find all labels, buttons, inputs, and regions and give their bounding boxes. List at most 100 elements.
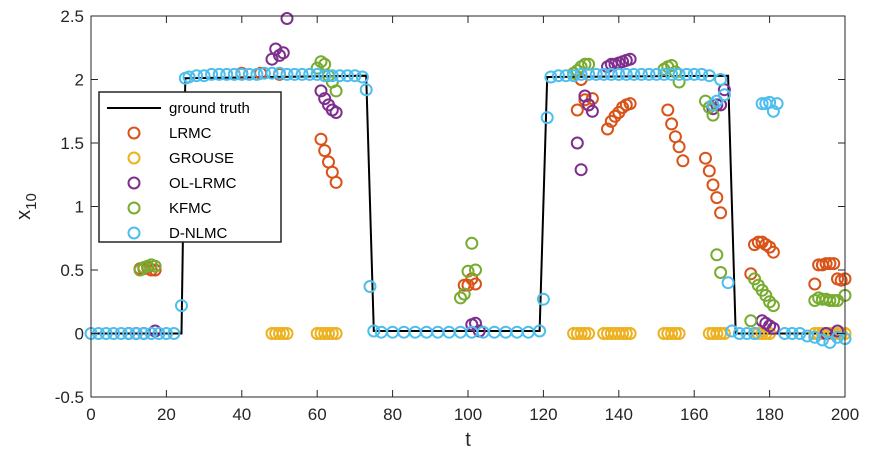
point-ol-lrmc	[570, 136, 584, 150]
point-d-nlmc	[815, 333, 829, 347]
x-tick-label: 160	[680, 405, 708, 424]
point-lrmc	[329, 175, 343, 189]
point-d-nlmc	[540, 111, 554, 125]
y-tick-label: -0.5	[55, 388, 84, 407]
point-grouse	[717, 327, 731, 340]
point-d-nlmc	[725, 324, 739, 338]
point-grouse	[582, 327, 596, 340]
axes: 0 20 40 60 80 100 120 140 160 180 200-0.500.511.52…	[55, 7, 859, 424]
point-ol-lrmc	[582, 98, 596, 112]
point-d-nlmc	[386, 325, 400, 339]
point-lrmc	[706, 178, 720, 192]
point-lrmc	[751, 235, 765, 249]
point-d-nlmc	[770, 97, 784, 111]
x-tick-label: 40	[232, 405, 251, 424]
point-kfmc	[461, 264, 475, 278]
point-d-nlmc	[137, 327, 151, 340]
point-d-nlmc	[114, 327, 128, 340]
y-tick-label: 1	[75, 198, 84, 217]
point-ol-lrmc	[766, 321, 780, 335]
y-tick-label: 2.5	[60, 7, 84, 26]
point-d-nlmc	[533, 324, 547, 338]
point-lrmc	[469, 277, 482, 291]
legend-item-lrmc: LRMC	[127, 125, 212, 142]
point-grouse	[578, 327, 592, 340]
point-lrmc	[608, 109, 622, 123]
point-grouse	[619, 327, 633, 340]
point-kfmc	[766, 299, 780, 313]
legend-marker	[127, 126, 141, 140]
point-d-nlmc	[129, 327, 143, 340]
legend-marker	[127, 151, 141, 165]
x-axis-label: t	[465, 429, 471, 451]
point-d-nlmc	[420, 325, 433, 339]
point-d-nlmc	[167, 327, 181, 340]
point-d-nlmc	[374, 325, 388, 339]
legend-item-ground-truth: ground truth	[107, 100, 250, 117]
legend-item-kfmc: KFMC	[127, 200, 212, 217]
point-d-nlmc	[627, 67, 641, 81]
point-d-nlmc	[205, 67, 219, 81]
point-d-nlmc	[634, 67, 648, 81]
point-d-nlmc	[785, 327, 799, 340]
point-d-nlmc	[657, 67, 671, 81]
point-d-nlmc	[680, 67, 694, 81]
point-d-nlmc	[99, 327, 113, 340]
point-lrmc	[714, 206, 728, 220]
point-ol-lrmc	[280, 12, 294, 25]
point-grouse	[665, 327, 679, 340]
point-d-nlmc	[295, 67, 309, 81]
point-d-nlmc	[122, 327, 136, 340]
legend-marker	[127, 176, 141, 190]
point-d-nlmc	[257, 66, 271, 80]
point-d-nlmc	[574, 67, 588, 81]
point-kfmc	[748, 272, 761, 286]
point-d-nlmc	[182, 70, 196, 84]
point-lrmc	[702, 164, 716, 178]
point-d-nlmc	[721, 276, 735, 290]
point-lrmc	[710, 191, 724, 205]
legend-label: D-NLMC	[169, 225, 227, 242]
point-d-nlmc	[310, 67, 324, 81]
point-kfmc	[714, 266, 728, 279]
x-tick-label: 80	[383, 405, 402, 424]
point-d-nlmc	[650, 67, 663, 81]
point-d-nlmc	[589, 67, 603, 81]
point-lrmc	[808, 277, 822, 291]
y-tick-label: 2	[75, 71, 84, 90]
point-d-nlmc	[740, 327, 754, 340]
point-d-nlmc	[273, 66, 286, 80]
legend-label: ground truth	[169, 100, 250, 117]
x-tick-label: 120	[529, 405, 557, 424]
point-lrmc	[766, 245, 780, 259]
point-kfmc	[823, 294, 837, 307]
point-grouse	[280, 327, 294, 340]
point-kfmc	[454, 291, 467, 305]
point-d-nlmc	[808, 330, 822, 344]
point-d-nlmc	[487, 325, 501, 339]
point-lrmc	[823, 257, 837, 271]
point-kfmc	[710, 248, 724, 262]
point-lrmc	[318, 144, 332, 158]
point-kfmc	[759, 288, 773, 302]
point-d-nlmc	[197, 69, 211, 83]
point-d-nlmc	[442, 325, 456, 339]
point-kfmc	[148, 259, 162, 273]
point-kfmc	[672, 75, 686, 89]
point-d-nlmc	[521, 325, 535, 339]
point-lrmc	[601, 122, 614, 136]
point-d-nlmc	[552, 69, 565, 83]
point-lrmc	[676, 154, 690, 168]
point-grouse	[668, 327, 682, 340]
point-kfmc	[665, 59, 679, 72]
point-ol-lrmc	[623, 52, 637, 66]
point-kfmc	[827, 294, 841, 307]
point-lrmc	[699, 151, 712, 165]
x-tick-label: 0	[86, 405, 95, 424]
point-d-nlmc	[642, 67, 656, 81]
point-grouse	[276, 327, 290, 340]
point-d-nlmc	[604, 67, 618, 81]
point-d-nlmc	[619, 67, 633, 81]
point-ol-lrmc	[314, 84, 328, 98]
legend-marker	[127, 201, 141, 215]
